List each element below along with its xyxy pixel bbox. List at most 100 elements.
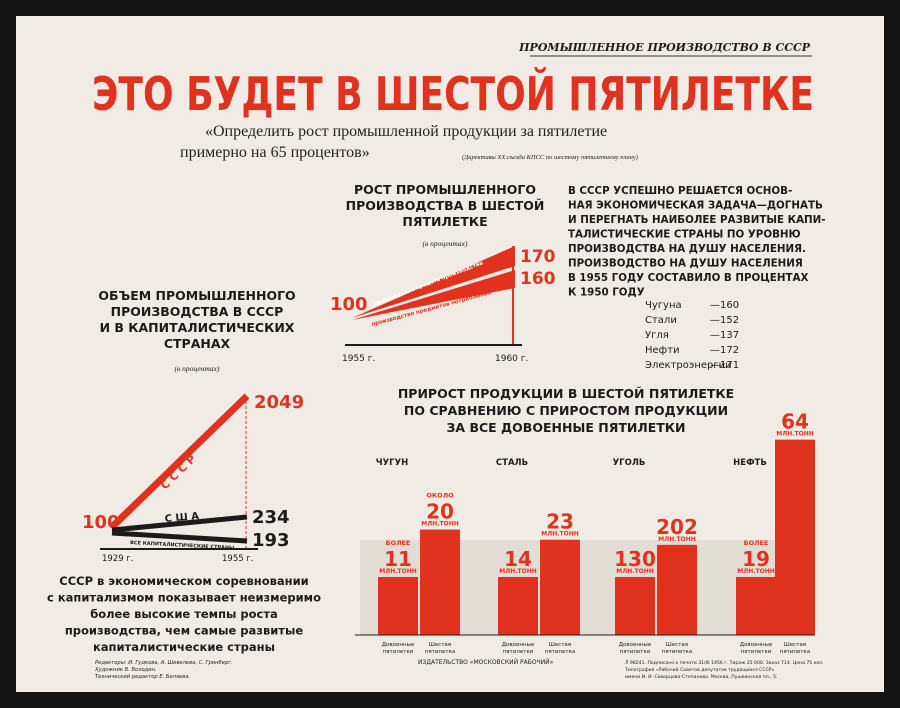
per-capita-line: В 1955 ГОДУ СОСТАВИЛО В ПРОЦЕНТАХ (568, 272, 808, 284)
bar-value: 23 (546, 510, 574, 534)
per-capita-value: —172 (710, 345, 739, 356)
growth-value: 160 (520, 269, 556, 289)
per-capita-item: Электроэнергии (645, 360, 732, 371)
bar-label: пятилетка (780, 649, 810, 655)
growth-title: ПРОИЗВОДСТВА В ШЕСТОЙ (346, 198, 545, 213)
bar-unit: МЛН.ТОНН (616, 568, 654, 575)
content: ПРОМЫШЛЕННОЕ ПРОИЗВОДСТВО В СССР ЭТО БУДЕ… (47, 41, 826, 680)
bar (378, 577, 418, 635)
header-title: ЭТО БУДЕТ В ШЕСТОЙ ПЯТИЛЕТКЕ (92, 67, 814, 121)
growth-unit: (в процентах) (423, 239, 468, 248)
bar-qualifier: БОЛЕЕ (744, 539, 769, 547)
growth-start: 100 (330, 294, 368, 315)
bar (498, 577, 538, 635)
bar-unit: МЛН.ТОНН (379, 568, 417, 575)
per-capita-line: ПРОИЗВОДСТВА НА ДУШУ НАСЕЛЕНИЯ. (568, 243, 806, 255)
volume-caption: с капитализмом показывает неизмеримо (47, 591, 321, 605)
per-capita-line: К 1950 ГОДУ (568, 287, 645, 299)
bar-qualifier: ОКОЛО (426, 492, 454, 500)
bar-qualifier: БОЛЕЕ (386, 539, 411, 547)
growth-x-label: 1955 г. (342, 354, 375, 364)
bar-label: пятилетка (545, 649, 575, 655)
per-capita-line: ПРОИЗВОДСТВО НА ДУШУ НАСЕЛЕНИЯ (568, 258, 803, 270)
volume-line (111, 514, 248, 533)
bar-label: пятилетки (741, 649, 772, 655)
bar-label: Шестая (429, 642, 451, 648)
bar (540, 539, 580, 635)
bar-value: 64 (781, 410, 809, 434)
bar (775, 439, 815, 635)
per-capita-value: —152 (710, 315, 739, 326)
volume-x-label: 1929 г. (102, 554, 134, 564)
volume-caption: производства, чем самые развитые (65, 624, 304, 638)
footer-credit: Художник В. Володин. (94, 667, 157, 673)
bar-unit: МЛН.ТОНН (658, 536, 696, 543)
volume-title: ПРОИЗВОДСТВА В СССР (111, 304, 284, 319)
volume-series-label: С Ш А (164, 511, 199, 525)
group-name: СТАЛЬ (496, 458, 528, 468)
bar-label: пятилетка (662, 649, 692, 655)
bar-unit: МЛН.ТОНН (737, 568, 775, 575)
increment-title: ЗА ВСЕ ДОВОЕННЫЕ ПЯТИЛЕТКИ (447, 420, 686, 435)
header-tag: ПРОМЫШЛЕННОЕ ПРОИЗВОДСТВО В СССР (518, 41, 811, 54)
footer-print: Л 98241. Подписано к печати 31/III 1956 … (625, 660, 824, 666)
bar-label: пятилетка (425, 649, 455, 655)
bar-value: 20 (426, 500, 454, 524)
per-capita-value: —160 (710, 300, 739, 311)
group-name: УГОЛЬ (613, 458, 646, 468)
growth-title: РОСТ ПРОМЫШЛЕННОГО (354, 182, 536, 197)
volume-value: 234 (252, 507, 290, 528)
quote-source: (Директивы XX съезда КПСС по шестому пят… (462, 154, 638, 161)
volume-value: 2049 (254, 392, 304, 413)
volume-caption: капиталистические страны (93, 640, 275, 654)
volume-series-label: ВСЕ КАПИТАЛИСТИЧЕСКИЕ СТРАНЫ (130, 540, 235, 551)
bar-unit: МЛН.ТОНН (541, 531, 579, 538)
per-capita-item: Нефти (645, 345, 680, 356)
bar (615, 577, 655, 635)
volume-title: И В КАПИТАЛИСТИЧЕСКИХ (100, 320, 295, 335)
quote-line: «Определить рост промышленной продукции … (205, 123, 607, 140)
per-capita-line: В СССР УСПЕШНО РЕШАЕТСЯ ОСНОВ- (568, 185, 792, 197)
bar-value: 19 (742, 547, 770, 571)
bar-label: пятилетки (503, 649, 534, 655)
increment-title: ПО СРАВНЕНИЮ С ПРИРОСТОМ ПРОДУКЦИИ (404, 403, 728, 418)
bar-label: пятилетки (383, 649, 414, 655)
bar-label: пятилетки (620, 649, 651, 655)
per-capita-line: НАЯ ЭКОНОМИЧЕСКАЯ ЗАДАЧА—ДОГНАТЬ (568, 200, 823, 212)
growth-x-label: 1960 г. (495, 354, 528, 364)
bar-label: Довоенные (502, 642, 535, 648)
bar-unit: МЛН.ТОНН (421, 521, 459, 528)
volume-caption: более высокие темпы роста (90, 607, 278, 621)
per-capita-item: Чугуна (645, 300, 682, 311)
volume-line (111, 530, 248, 544)
per-capita-line: И ПЕРЕГНАТЬ НАИБОЛЕЕ РАЗВИТЫЕ КАПИ- (568, 214, 826, 226)
bar (420, 529, 460, 635)
group-name: НЕФТЬ (733, 458, 767, 468)
quote-line: примерно на 65 процентов» (180, 144, 370, 161)
bar (736, 577, 776, 635)
bar-value: 130 (614, 547, 656, 571)
bar-label: Довоенные (382, 642, 415, 648)
per-capita-value: —171 (710, 360, 739, 371)
increment-title: ПРИРОСТ ПРОДУКЦИИ В ШЕСТОЙ ПЯТИЛЕТКЕ (398, 386, 734, 401)
bar-label: Довоенные (740, 642, 773, 648)
bar-label: Шестая (666, 642, 688, 648)
footer-print: Типография «Рабочий Советов депутатов тр… (624, 666, 775, 673)
volume-x-label: 1955 г. (222, 554, 254, 564)
bar-value: 11 (384, 547, 412, 571)
growth-band (352, 246, 515, 318)
bar-unit: МЛН.ТОНН (499, 568, 537, 575)
per-capita-item: Угля (645, 330, 669, 341)
bar-unit: МЛН.ТОНН (776, 431, 814, 438)
footer-publisher: ИЗДАТЕЛЬСТВО «МОСКОВСКИЙ РАБОЧИЙ» (418, 659, 554, 666)
bar (657, 544, 697, 635)
per-capita-item: Стали (645, 315, 677, 326)
volume-unit: (в процентах) (175, 364, 220, 373)
per-capita-line: ТАЛИСТИЧЕСКИЕ СТРАНЫ ПО УРОВНЮ (568, 229, 801, 241)
bar-label: Шестая (784, 642, 806, 648)
footer-credit: Технический редактор Е. Беляева. (95, 674, 190, 680)
volume-title: ОБЪЕМ ПРОМЫШЛЕННОГО (98, 288, 295, 303)
growth-band (352, 270, 515, 320)
